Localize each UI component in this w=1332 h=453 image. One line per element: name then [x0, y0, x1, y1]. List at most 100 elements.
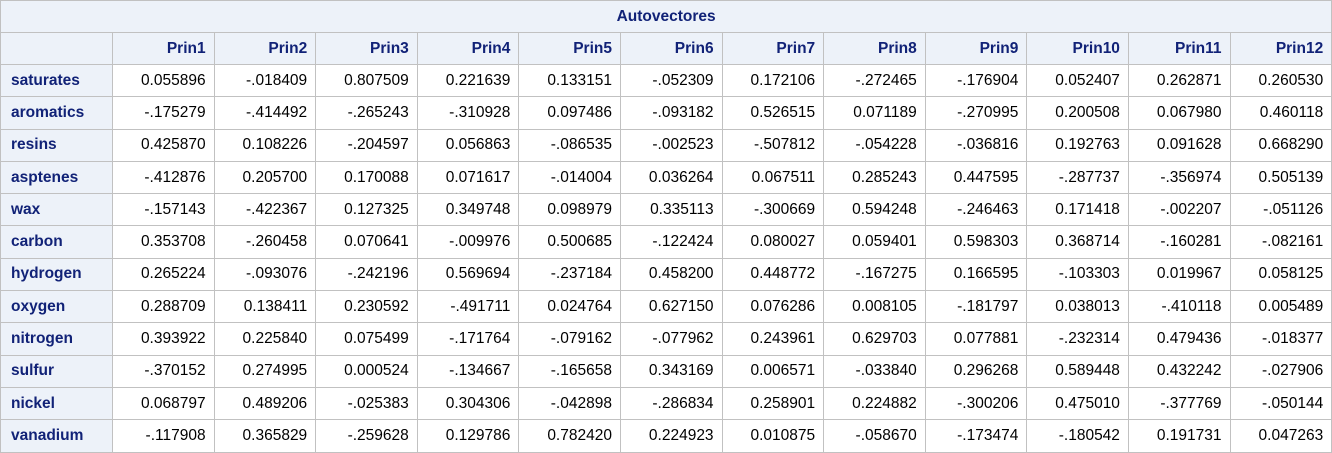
table-cell: -.052309	[619, 63, 723, 98]
table-row: carbon 0.353708 -.260458 0.070641 -.009976 0.…	[0, 225, 1332, 259]
table-cell: 0.055896	[112, 63, 215, 98]
table-cell: -.422367	[213, 193, 317, 227]
row-header: hydrogen	[0, 257, 113, 292]
table-cell: -.093076	[213, 257, 317, 292]
row-header: aromatics	[0, 96, 113, 130]
table-cell: -.093182	[619, 96, 723, 130]
table-cell: 0.067980	[1127, 96, 1231, 130]
table-row: nickel 0.068797 0.489206 -.025383 0.304306 -.…	[0, 386, 1332, 421]
table-cell: 0.019967	[1127, 257, 1231, 292]
table-cell: 0.460118	[1229, 96, 1332, 130]
table-cell: 0.080027	[721, 225, 825, 259]
row-header: resins	[0, 128, 113, 162]
table-cell: 0.230592	[315, 290, 418, 324]
table-cell: 0.629703	[823, 322, 926, 356]
table-cell: 0.000524	[315, 354, 418, 388]
table-cell: 0.192763	[1026, 128, 1129, 162]
table-cell: 0.432242	[1127, 354, 1231, 388]
table-cell: 0.010875	[721, 419, 825, 453]
table-cell: -.054228	[823, 128, 926, 162]
table-cell: 0.071617	[416, 160, 520, 195]
table-cell: 0.304306	[416, 386, 520, 421]
table-cell: 0.500685	[518, 225, 621, 259]
table-cell: -.167275	[823, 257, 926, 292]
table-cell: 0.098979	[518, 193, 621, 227]
table-cell: 0.172106	[721, 63, 825, 98]
table-row: aromatics -.175279 -.414492 -.265243 -.31092…	[0, 96, 1332, 130]
table-cell: -.051126	[1229, 193, 1332, 227]
table-cell: 0.056863	[416, 128, 520, 162]
table-cell: 0.458200	[619, 257, 723, 292]
table-cell: 0.005489	[1229, 290, 1332, 324]
table-cell: -.160281	[1127, 225, 1231, 259]
table-row: hydrogen 0.265224 -.093076 -.242196 0.569694…	[0, 257, 1332, 292]
table-cell: 0.224882	[823, 386, 926, 421]
table-cell: -.171764	[416, 322, 520, 356]
table-cell: -.025383	[315, 386, 418, 421]
table-cell: -.079162	[518, 322, 621, 356]
column-header: Prin7	[721, 32, 825, 65]
table-cell: 0.343169	[619, 354, 723, 388]
column-header: Prin9	[924, 32, 1028, 65]
table-cell: 0.221639	[416, 63, 520, 98]
column-header: Prin4	[416, 32, 520, 65]
table-cell: -.009976	[416, 225, 520, 259]
table-cell: 0.260530	[1229, 63, 1332, 98]
table-cell: -.242196	[315, 257, 418, 292]
table-cell: -.002523	[619, 128, 723, 162]
table-cell: -.014004	[518, 160, 621, 195]
table-cell: 0.166595	[924, 257, 1028, 292]
column-header: Prin10	[1026, 32, 1129, 65]
table-cell: 0.171418	[1026, 193, 1129, 227]
table-cell: -.176904	[924, 63, 1028, 98]
table-cell: 0.448772	[721, 257, 825, 292]
table-cell: 0.097486	[518, 96, 621, 130]
table-row: oxygen 0.288709 0.138411 0.230592 -.491711 0.…	[0, 290, 1332, 324]
table-cell: 0.262871	[1127, 63, 1231, 98]
table-cell: -.122424	[619, 225, 723, 259]
table-cell: -.103303	[1026, 257, 1129, 292]
table-cell: -.272465	[823, 63, 926, 98]
table-cell: 0.526515	[721, 96, 825, 130]
table-cell: -.086535	[518, 128, 621, 162]
table-cell: -.018409	[213, 63, 317, 98]
table-cell: 0.627150	[619, 290, 723, 324]
table-cell: 0.296268	[924, 354, 1028, 388]
column-header: Prin3	[315, 32, 418, 65]
column-header: Prin8	[823, 32, 926, 65]
table-cell: 0.191731	[1127, 419, 1231, 453]
table-cell: 0.058125	[1229, 257, 1332, 292]
table-cell: -.165658	[518, 354, 621, 388]
table-cell: -.232314	[1026, 322, 1129, 356]
table-cell: -.042898	[518, 386, 621, 421]
table-cell: 0.127325	[315, 193, 418, 227]
column-header: Prin11	[1127, 32, 1231, 65]
table-cell: 0.365829	[213, 419, 317, 453]
table-cell: -.410118	[1127, 290, 1231, 324]
table-cell: -.414492	[213, 96, 317, 130]
table-row: saturates 0.055896 -.018409 0.807509 0.22163…	[0, 63, 1332, 98]
table-cell: 0.569694	[416, 257, 520, 292]
table-cell: 0.258901	[721, 386, 825, 421]
table-cell: -.027906	[1229, 354, 1332, 388]
row-header: sulfur	[0, 354, 113, 388]
table-cell: 0.224923	[619, 419, 723, 453]
table-cell: -.033840	[823, 354, 926, 388]
table-cell: -.246463	[924, 193, 1028, 227]
row-header: nitrogen	[0, 322, 113, 356]
table-cell: -.260458	[213, 225, 317, 259]
table-cell: 0.479436	[1127, 322, 1231, 356]
table-cell: -.180542	[1026, 419, 1129, 453]
table-cell: 0.285243	[823, 160, 926, 195]
table-cell: 0.668290	[1229, 128, 1332, 162]
row-header: carbon	[0, 225, 113, 259]
table-cell: 0.077881	[924, 322, 1028, 356]
table-cell: 0.006571	[721, 354, 825, 388]
table-cell: 0.447595	[924, 160, 1028, 195]
table-cell: 0.225840	[213, 322, 317, 356]
table-cell: 0.138411	[213, 290, 317, 324]
table-cell: -.077962	[619, 322, 723, 356]
table-cell: -.082161	[1229, 225, 1332, 259]
table-cell: -.300669	[721, 193, 825, 227]
